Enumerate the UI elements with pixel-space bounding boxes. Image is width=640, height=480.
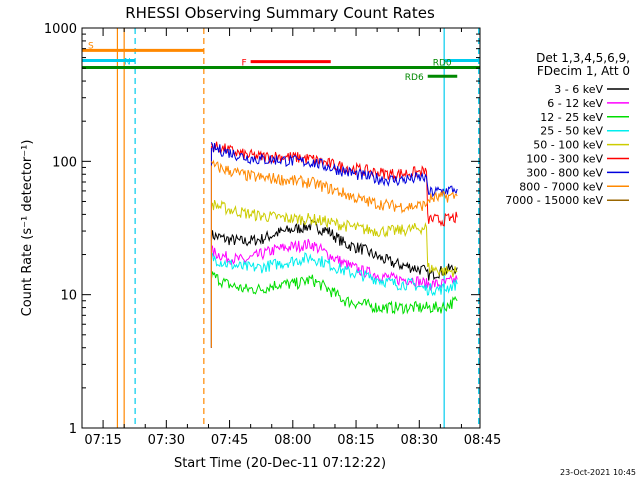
legend-label: 6 - 12 keV <box>547 97 603 110</box>
y-tick-label: 100 <box>52 155 77 170</box>
legend-label: 12 - 25 keV <box>540 111 603 124</box>
y-tick-label: 1000 <box>44 22 77 37</box>
series-lines <box>210 141 458 348</box>
series-line <box>210 252 458 297</box>
chart-title: RHESSI Observing Summary Count Rates <box>125 4 435 22</box>
legend-label: 7000 - 15000 keV <box>505 194 603 207</box>
y-tick-label: 10 <box>60 289 77 304</box>
x-tick-label: 08:45 <box>464 433 501 448</box>
status-bar-label: F <box>241 59 246 69</box>
legend-label: 300 - 800 keV <box>526 166 603 179</box>
series-line <box>210 238 458 291</box>
status-bars <box>82 48 480 78</box>
series-line <box>210 141 458 198</box>
status-bar-label: N <box>124 58 131 68</box>
status-bar-label: S <box>88 41 94 51</box>
status-bar-label: RD6 <box>405 73 424 83</box>
legend-label: 100 - 300 keV <box>526 153 603 166</box>
x-tick-label: 08:15 <box>337 433 374 448</box>
series-line <box>210 199 458 278</box>
status-bar-labels: S N F RD0 RD6 <box>88 41 452 83</box>
status-bar-label: RD0 <box>433 59 452 69</box>
x-tick-label: 08:00 <box>274 433 311 448</box>
x-tick-label: 08:30 <box>401 433 438 448</box>
y-axis-label: Count Rate (s⁻¹ detector⁻¹) <box>20 140 35 317</box>
info-line: FDecim 1, Att 0 <box>537 64 630 78</box>
legend-label: 25 - 50 keV <box>540 125 603 138</box>
info-line: Det 1,3,4,5,6,9, <box>536 51 630 65</box>
x-axis-label: Start Time (20-Dec-11 07:12:22) <box>174 456 386 471</box>
y-tick-label: 1 <box>69 422 77 437</box>
legend-label: 3 - 6 keV <box>554 83 603 96</box>
legend-label: 50 - 100 keV <box>533 139 603 152</box>
legend: Det 1,3,4,5,6,9,FDecim 1, Att 0 3 - 6 keV… <box>505 51 630 207</box>
vertical-markers <box>116 28 480 428</box>
series-line <box>210 159 458 214</box>
footer-timestamp: 23-Oct-2021 10:45 <box>560 468 636 477</box>
series-line <box>210 219 458 281</box>
x-tick-label: 07:30 <box>148 433 185 448</box>
series-line <box>210 271 458 315</box>
series-line <box>210 141 458 227</box>
axes: 07:15 07:30 07:45 08:00 08:15 08:30 08:45 1 10 10… <box>44 22 501 448</box>
plot-frame <box>81 27 481 429</box>
x-tick-label: 07:45 <box>211 433 248 448</box>
x-tick-label: 07:15 <box>84 433 121 448</box>
legend-label: 800 - 7000 keV <box>519 180 603 193</box>
